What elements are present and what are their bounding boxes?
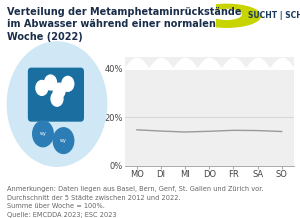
Circle shape: [33, 121, 53, 147]
Circle shape: [62, 76, 74, 91]
Text: wy: wy: [40, 131, 46, 136]
FancyBboxPatch shape: [28, 68, 84, 122]
Circle shape: [53, 83, 65, 98]
Circle shape: [193, 4, 260, 27]
Circle shape: [36, 80, 48, 95]
Text: Verteilung der Metamphetaminrückstände
im Abwasser während einer normalen
Woche : Verteilung der Metamphetaminrückstände i…: [7, 7, 241, 42]
Circle shape: [212, 10, 241, 19]
Circle shape: [53, 128, 74, 153]
Circle shape: [51, 91, 63, 106]
Circle shape: [45, 75, 56, 90]
Circle shape: [7, 42, 107, 166]
Text: SUCHT | SCHWEIZ: SUCHT | SCHWEIZ: [248, 11, 300, 20]
Text: Anmerkungen: Daten liegen aus Basel, Bern, Genf, St. Gallen und Zürich vor.
Durc: Anmerkungen: Daten liegen aus Basel, Ber…: [7, 186, 263, 218]
Text: wy: wy: [60, 138, 67, 143]
